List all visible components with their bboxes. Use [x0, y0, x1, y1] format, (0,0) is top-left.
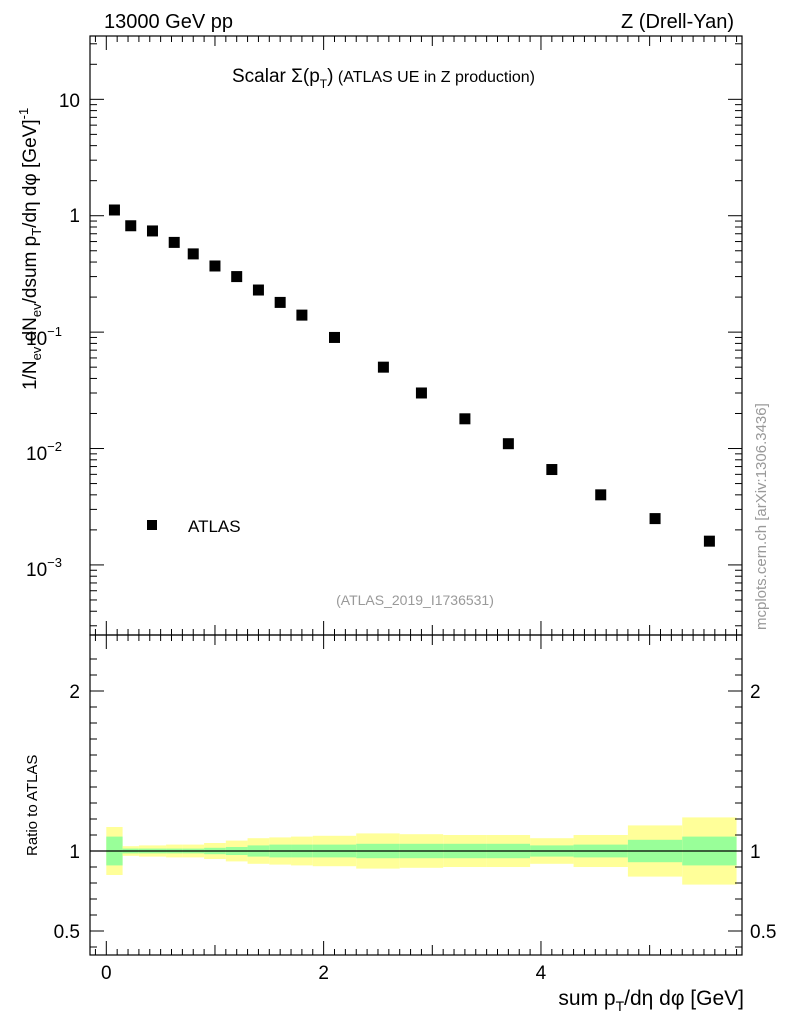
data-point — [546, 464, 558, 476]
ytick-1e-2-exp: −2 — [47, 439, 62, 454]
ylabel-d: /dη dφ [GeV] — [20, 119, 41, 227]
ratio-ytick-label-0-5-right: 0.5 — [750, 922, 776, 943]
data-point — [168, 236, 180, 248]
ytick-1e-2-base: 10 — [26, 444, 47, 465]
ytick-label-1: 1 — [69, 206, 80, 227]
title-lead: Scalar — [232, 66, 291, 87]
data-point — [329, 331, 340, 343]
ytick-label-1e-2: 10−2 — [26, 439, 62, 465]
xtick-label-2: 2 — [318, 963, 329, 984]
ytick-label-1e-1: 10−1 — [26, 324, 62, 350]
ylabel-sup: -1 — [16, 108, 31, 120]
ylabel-ev1: ev — [29, 346, 44, 360]
xtick-label-4: 4 — [536, 963, 547, 984]
legend-label-atlas: ATLAS — [188, 517, 241, 536]
data-point — [125, 220, 137, 232]
ratio-plot-frame — [89, 634, 743, 956]
header-right: Z (Drell-Yan) — [621, 11, 734, 33]
data-point — [502, 438, 514, 450]
header-left: 13000 GeV pp — [104, 11, 233, 33]
data-point — [703, 535, 715, 547]
atlas-data-points — [108, 204, 715, 547]
main-axis-ticks — [90, 36, 742, 635]
xlabel-b: /dη dφ [GeV] — [624, 987, 744, 1010]
analysis-id: (ATLAS_2019_I1736531) — [336, 592, 494, 608]
ytick-1e-1-exp: −1 — [47, 324, 62, 339]
xlabel-t: T — [616, 998, 625, 1014]
ratio-axis-ticks — [90, 635, 742, 955]
data-point — [595, 489, 607, 501]
xtick-label-0: 0 — [101, 963, 112, 984]
ytick-1e-3-exp: −3 — [47, 555, 62, 570]
ylabel-a: 1/N — [20, 360, 41, 390]
ratio-ytick-label-1-right: 1 — [750, 842, 761, 863]
data-point — [252, 284, 264, 296]
data-point — [146, 225, 158, 237]
ratio-ytick-label-0-5: 0.5 — [54, 922, 80, 943]
side-label: mcplots.cern.ch [arXiv:1306.3436] — [753, 403, 770, 630]
data-point — [296, 309, 308, 321]
title-sym: Σ(p — [291, 66, 320, 87]
data-point — [274, 296, 286, 308]
ytick-label-1e-3: 10−3 — [26, 555, 62, 581]
plot-title: Scalar Σ(pT) (ATLAS UE in Z production) — [232, 66, 535, 91]
ratio-y-axis-label: Ratio to ATLAS — [24, 755, 41, 856]
title-sub: T — [320, 77, 328, 91]
data-point — [108, 204, 120, 216]
ylabel-t: T — [29, 228, 44, 236]
ylabel-b: dN — [20, 317, 41, 347]
data-point — [649, 513, 661, 525]
ytick-1e-1-base: 10 — [26, 329, 47, 350]
ylabel-ev2: ev — [29, 303, 44, 317]
title-rest: (ATLAS UE in Z production) — [333, 69, 535, 86]
data-point — [459, 413, 471, 425]
data-point — [377, 361, 389, 373]
x-axis-label: sum pT/dη dφ [GeV] — [558, 987, 744, 1014]
legend-marker-atlas — [147, 520, 157, 530]
data-point — [209, 260, 221, 272]
data-point — [415, 387, 427, 399]
xlabel-a: sum p — [558, 987, 615, 1010]
ratio-ytick-label-2: 2 — [69, 682, 80, 703]
ylabel-c: /dsum p — [20, 236, 41, 304]
ytick-label-10: 10 — [59, 91, 80, 112]
ratio-ytick-label-2-right: 2 — [750, 682, 761, 703]
ratio-ytick-label-1: 1 — [69, 842, 80, 863]
main-y-axis-label: 1/Nev dNev/dsum pT/dη dφ [GeV]-1 — [16, 108, 44, 390]
ytick-1e-3-base: 10 — [26, 560, 47, 581]
data-point — [187, 248, 199, 260]
data-point — [231, 271, 243, 283]
main-plot-frame — [89, 35, 743, 636]
title-tail: ) — [327, 66, 333, 87]
